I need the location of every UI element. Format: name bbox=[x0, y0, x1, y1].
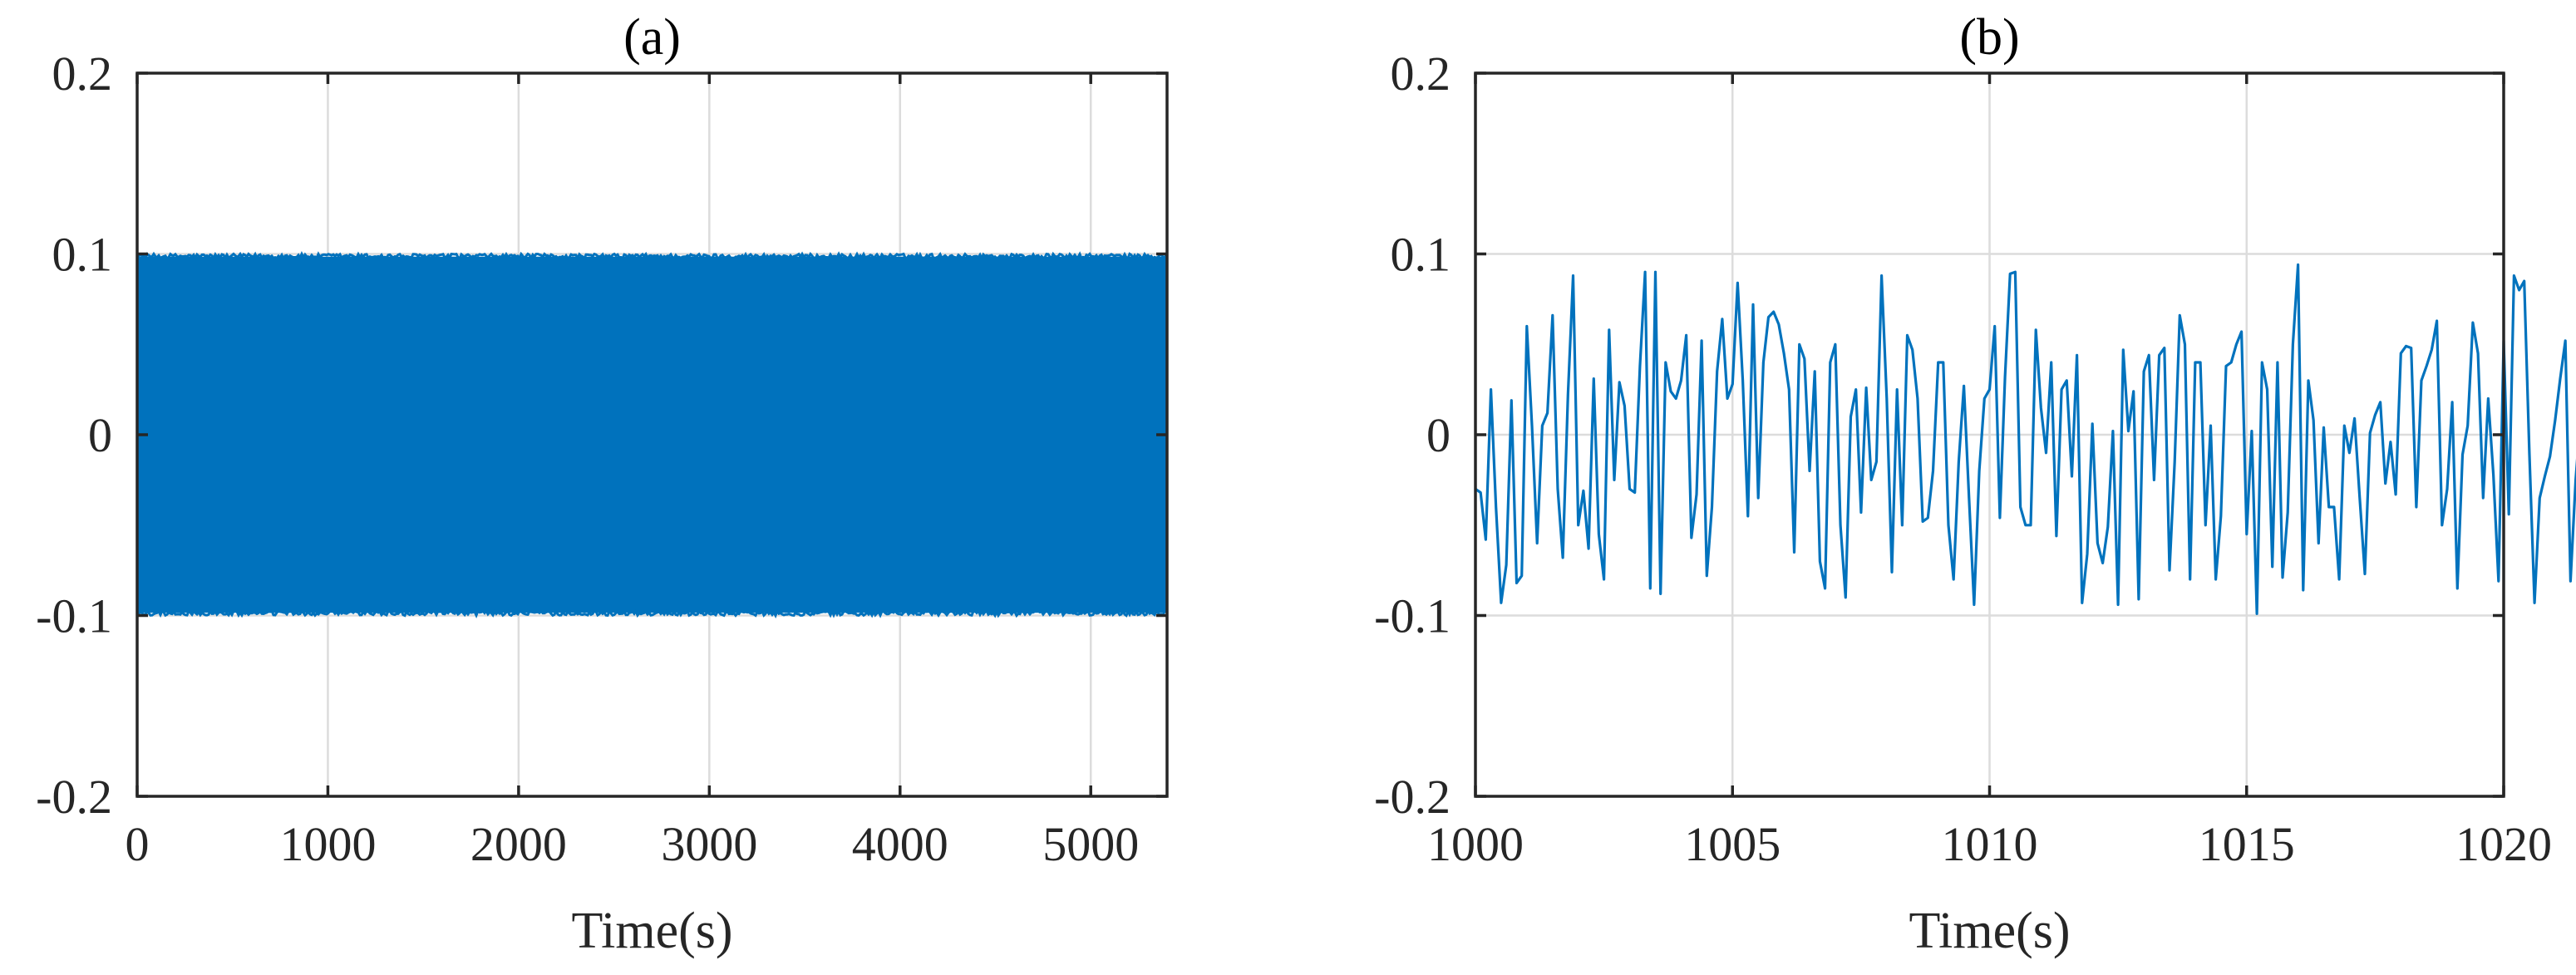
chart-title: (a) bbox=[623, 9, 681, 66]
x-axis-label: Time(s) bbox=[1909, 903, 2070, 959]
x-tick-label: 1010 bbox=[1942, 817, 2038, 871]
y-tick-label: 0.1 bbox=[1391, 228, 1451, 282]
x-tick-label: 1015 bbox=[2199, 817, 2295, 871]
y-tick-label: 0.2 bbox=[1391, 47, 1451, 101]
y-tick-label: 0 bbox=[1426, 408, 1451, 462]
chart-title: (b) bbox=[1959, 9, 2019, 66]
noise-upper-envelope bbox=[135, 251, 1168, 262]
y-tick-label: -0.2 bbox=[1374, 770, 1451, 824]
noise-band bbox=[137, 256, 1167, 613]
x-tick-label: 1020 bbox=[2455, 817, 2552, 871]
x-tick-label: 4000 bbox=[852, 817, 948, 871]
x-tick-label: 1000 bbox=[1427, 817, 1524, 871]
y-tick-label: -0.1 bbox=[1374, 589, 1451, 643]
y-tick-label: 0.1 bbox=[52, 228, 113, 282]
panel-a: 0 1000 2000 3000 4000 5000 -0.2 -0.1 0 0.1 0.2 (a) T… bbox=[36, 9, 1169, 959]
x-tick-label: 3000 bbox=[661, 817, 757, 871]
y-tick-label: 0.2 bbox=[52, 47, 113, 101]
y-tick-label: -0.2 bbox=[36, 770, 112, 824]
noise-lower-envelope bbox=[135, 608, 1167, 619]
x-tick-label: 0 bbox=[126, 817, 150, 871]
y-tick-label: -0.1 bbox=[36, 589, 112, 643]
x-tick-label: 1000 bbox=[279, 817, 376, 871]
x-tick-label: 1005 bbox=[1684, 817, 1781, 871]
x-tick-label: 5000 bbox=[1042, 817, 1139, 871]
series-line bbox=[1475, 263, 2576, 615]
y-tick-label: 0 bbox=[88, 408, 112, 462]
panel-b: 1000 1005 1010 1015 1020 -0.2 -0.1 0 0.1 0.2 (b) Ti… bbox=[1374, 9, 2576, 959]
x-tick-label: 2000 bbox=[470, 817, 567, 871]
x-axis-label: Time(s) bbox=[571, 903, 732, 959]
